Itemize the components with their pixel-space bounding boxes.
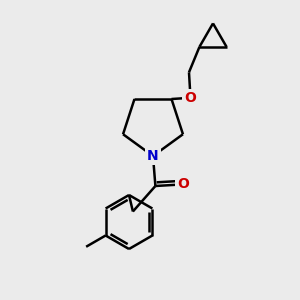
Text: O: O — [177, 178, 189, 191]
Text: O: O — [184, 91, 196, 105]
Text: N: N — [147, 149, 159, 163]
